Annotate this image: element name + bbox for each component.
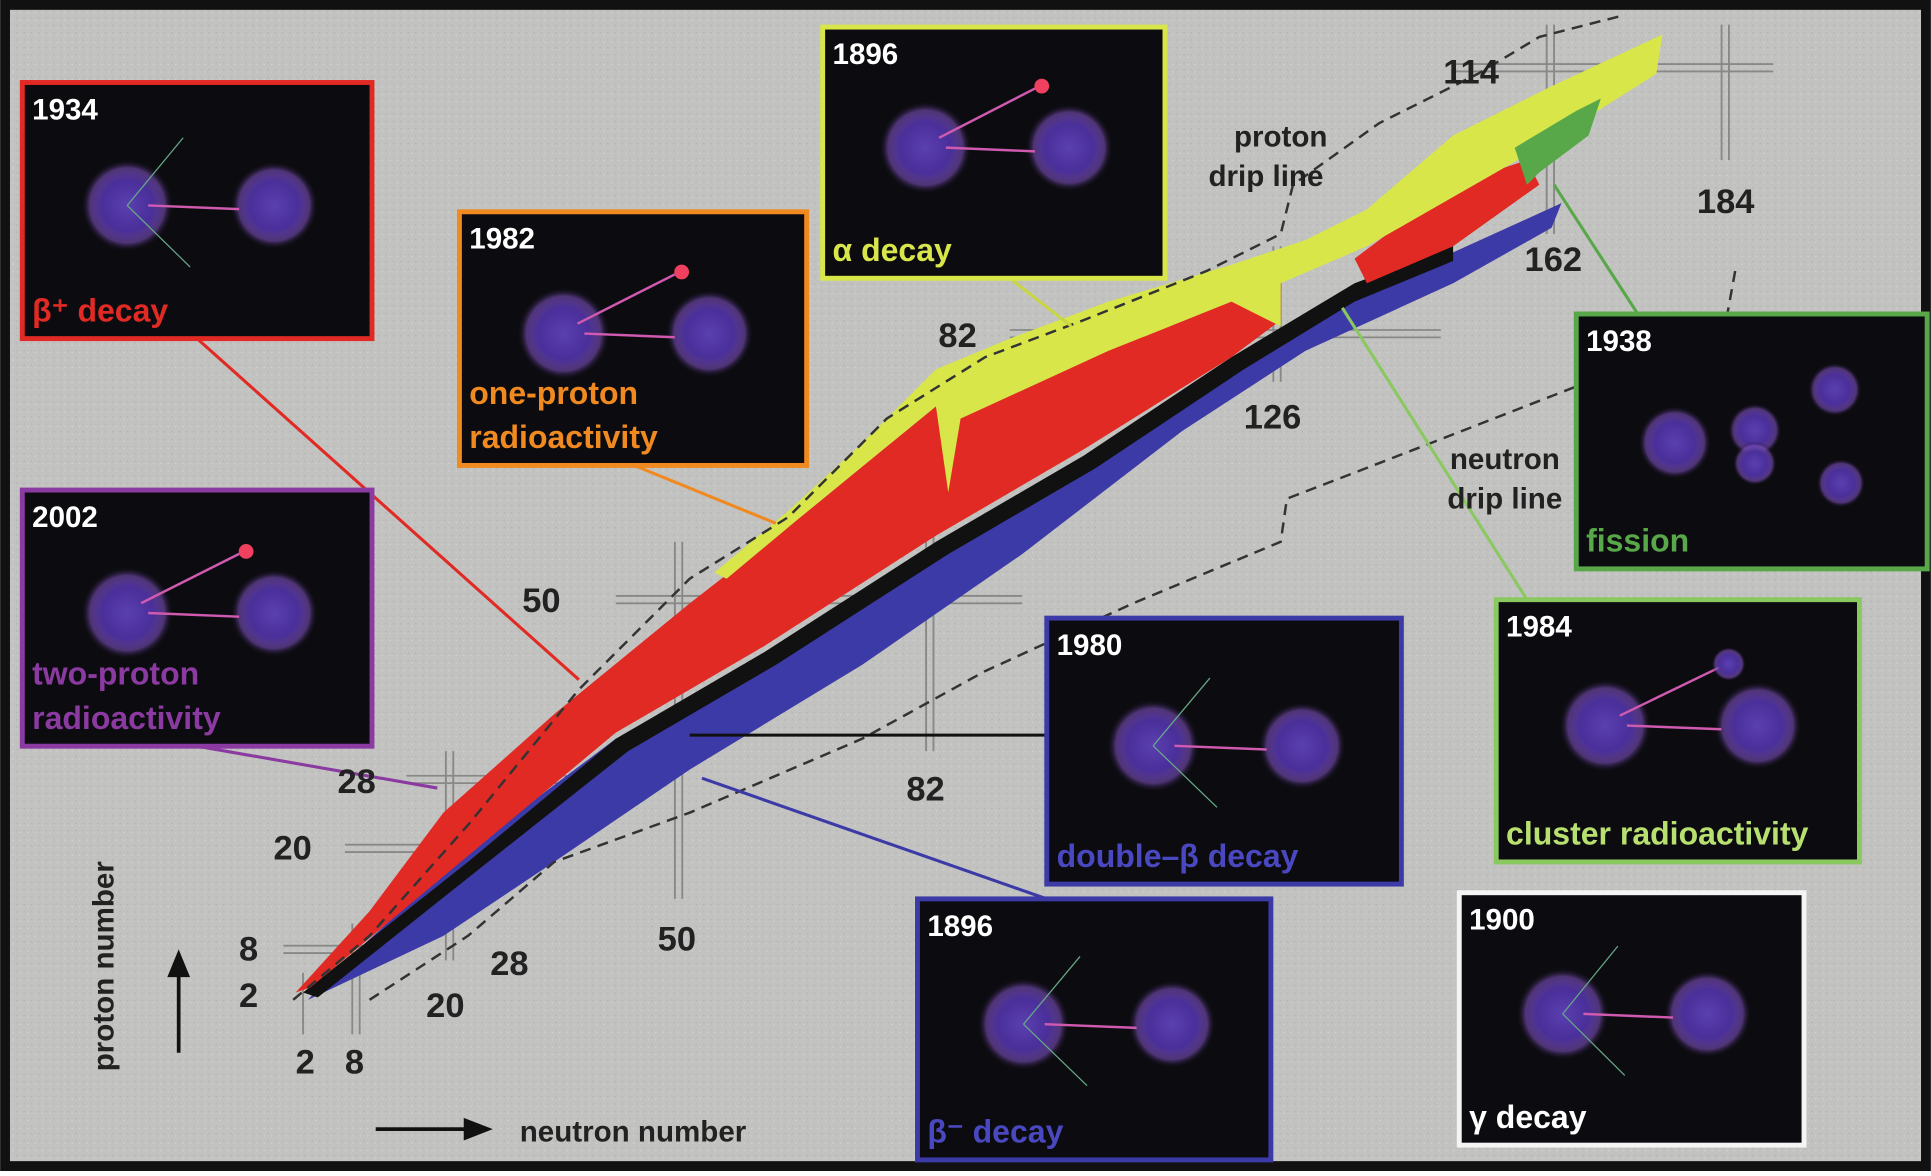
panel-label: radioactivity — [469, 419, 658, 455]
proton-magic-number: 28 — [338, 763, 376, 801]
axis-arrows — [167, 949, 493, 1141]
nucleus — [1732, 441, 1777, 486]
proton-drip-label: drip line — [1208, 160, 1323, 193]
emission — [1562, 1013, 1626, 1076]
neutron-magic-number: 20 — [426, 987, 464, 1025]
neutron-magic-number: 2 — [296, 1044, 315, 1082]
nucleus — [229, 161, 319, 250]
drip-lines — [292, 13, 1738, 1001]
proton-magic-number: 2 — [239, 977, 258, 1015]
decay-arrow — [148, 611, 240, 618]
proton-magic-number: 114 — [1443, 54, 1499, 92]
particle — [1711, 646, 1746, 682]
nucleus — [1127, 979, 1217, 1069]
panel-year: 1934 — [32, 93, 98, 126]
neutron-magic-number: 184 — [1697, 183, 1755, 221]
panel-label: α decay — [833, 232, 953, 268]
neutron-magic-number: 126 — [1244, 399, 1302, 437]
panel-year: 1900 — [1469, 904, 1535, 937]
decay-arrow — [584, 332, 675, 339]
nucleus — [1257, 701, 1347, 791]
decay-arrow — [1583, 1012, 1674, 1019]
emission — [1619, 665, 1722, 717]
panel-label: fission — [1586, 523, 1689, 559]
neutron-magic-number: 28 — [490, 945, 528, 983]
neutron-magic-number: 162 — [1525, 241, 1583, 279]
emission — [1023, 1023, 1088, 1087]
proton-magic-number: 20 — [273, 829, 311, 867]
particle — [238, 544, 254, 559]
panel-year: 1984 — [1506, 611, 1572, 644]
emission — [126, 137, 184, 206]
nucleus — [1558, 678, 1652, 773]
nucleus — [1807, 362, 1862, 417]
neutron-magic-number: 50 — [658, 921, 696, 959]
nucleus — [516, 286, 611, 381]
panel-label: γ decay — [1469, 1099, 1587, 1135]
panel-label: cluster radioactivity — [1506, 816, 1809, 852]
panel-label: one-proton — [469, 375, 638, 411]
panel-label: radioactivity — [32, 700, 221, 736]
neutron-drip-label: neutron — [1450, 443, 1560, 476]
emission — [576, 273, 676, 325]
panel-label: β⁻ decay — [927, 1114, 1063, 1150]
nucleus — [80, 566, 174, 660]
proton-drip-label: proton — [1234, 121, 1328, 154]
emission — [140, 552, 240, 605]
neutron-magic-number: 82 — [906, 770, 944, 808]
neutron-drip-label: drip line — [1447, 483, 1562, 516]
decay-arrow — [945, 146, 1035, 153]
panel-label: two-proton — [32, 656, 199, 692]
connectors — [196, 183, 1640, 901]
nucleus — [1024, 103, 1114, 192]
decay-arrow — [1626, 724, 1722, 731]
panel-year: 1938 — [1586, 325, 1652, 358]
panel-year: 1982 — [469, 223, 535, 256]
particle — [674, 264, 690, 280]
proton-magic-number: 8 — [239, 930, 258, 968]
panel-year: 1896 — [927, 910, 993, 943]
panel-label: β⁺ decay — [32, 292, 168, 328]
proton-magic-number: 50 — [522, 582, 560, 620]
decay-arrow — [1174, 744, 1267, 751]
decay-arrow — [1044, 1022, 1137, 1030]
emission — [1023, 956, 1081, 1025]
nucleus — [229, 568, 319, 658]
panel-year: 2002 — [32, 501, 98, 534]
emission — [938, 87, 1036, 139]
y-axis-label: proton number — [87, 861, 120, 1072]
nucleus — [1637, 405, 1712, 480]
nucleus — [665, 289, 754, 378]
nucleus — [1727, 403, 1782, 458]
nucleus — [1816, 458, 1866, 508]
decay-arrow — [148, 204, 240, 211]
emission — [126, 204, 191, 268]
emission — [1152, 745, 1218, 808]
nucleus — [878, 100, 973, 195]
panel-year: 1980 — [1057, 629, 1123, 662]
panel-label: double–β decay — [1057, 838, 1299, 874]
emission — [1562, 945, 1619, 1015]
x-axis-label: neutron number — [520, 1115, 747, 1148]
panel-year: 1896 — [833, 38, 899, 71]
emission — [1152, 677, 1211, 747]
proton-magic-number: 82 — [938, 317, 976, 355]
nucleus — [1713, 681, 1803, 770]
nucleus — [1663, 969, 1752, 1059]
particle — [1034, 78, 1050, 94]
neutron-magic-number: 8 — [345, 1044, 364, 1082]
nuclide-band — [295, 34, 1663, 1000]
